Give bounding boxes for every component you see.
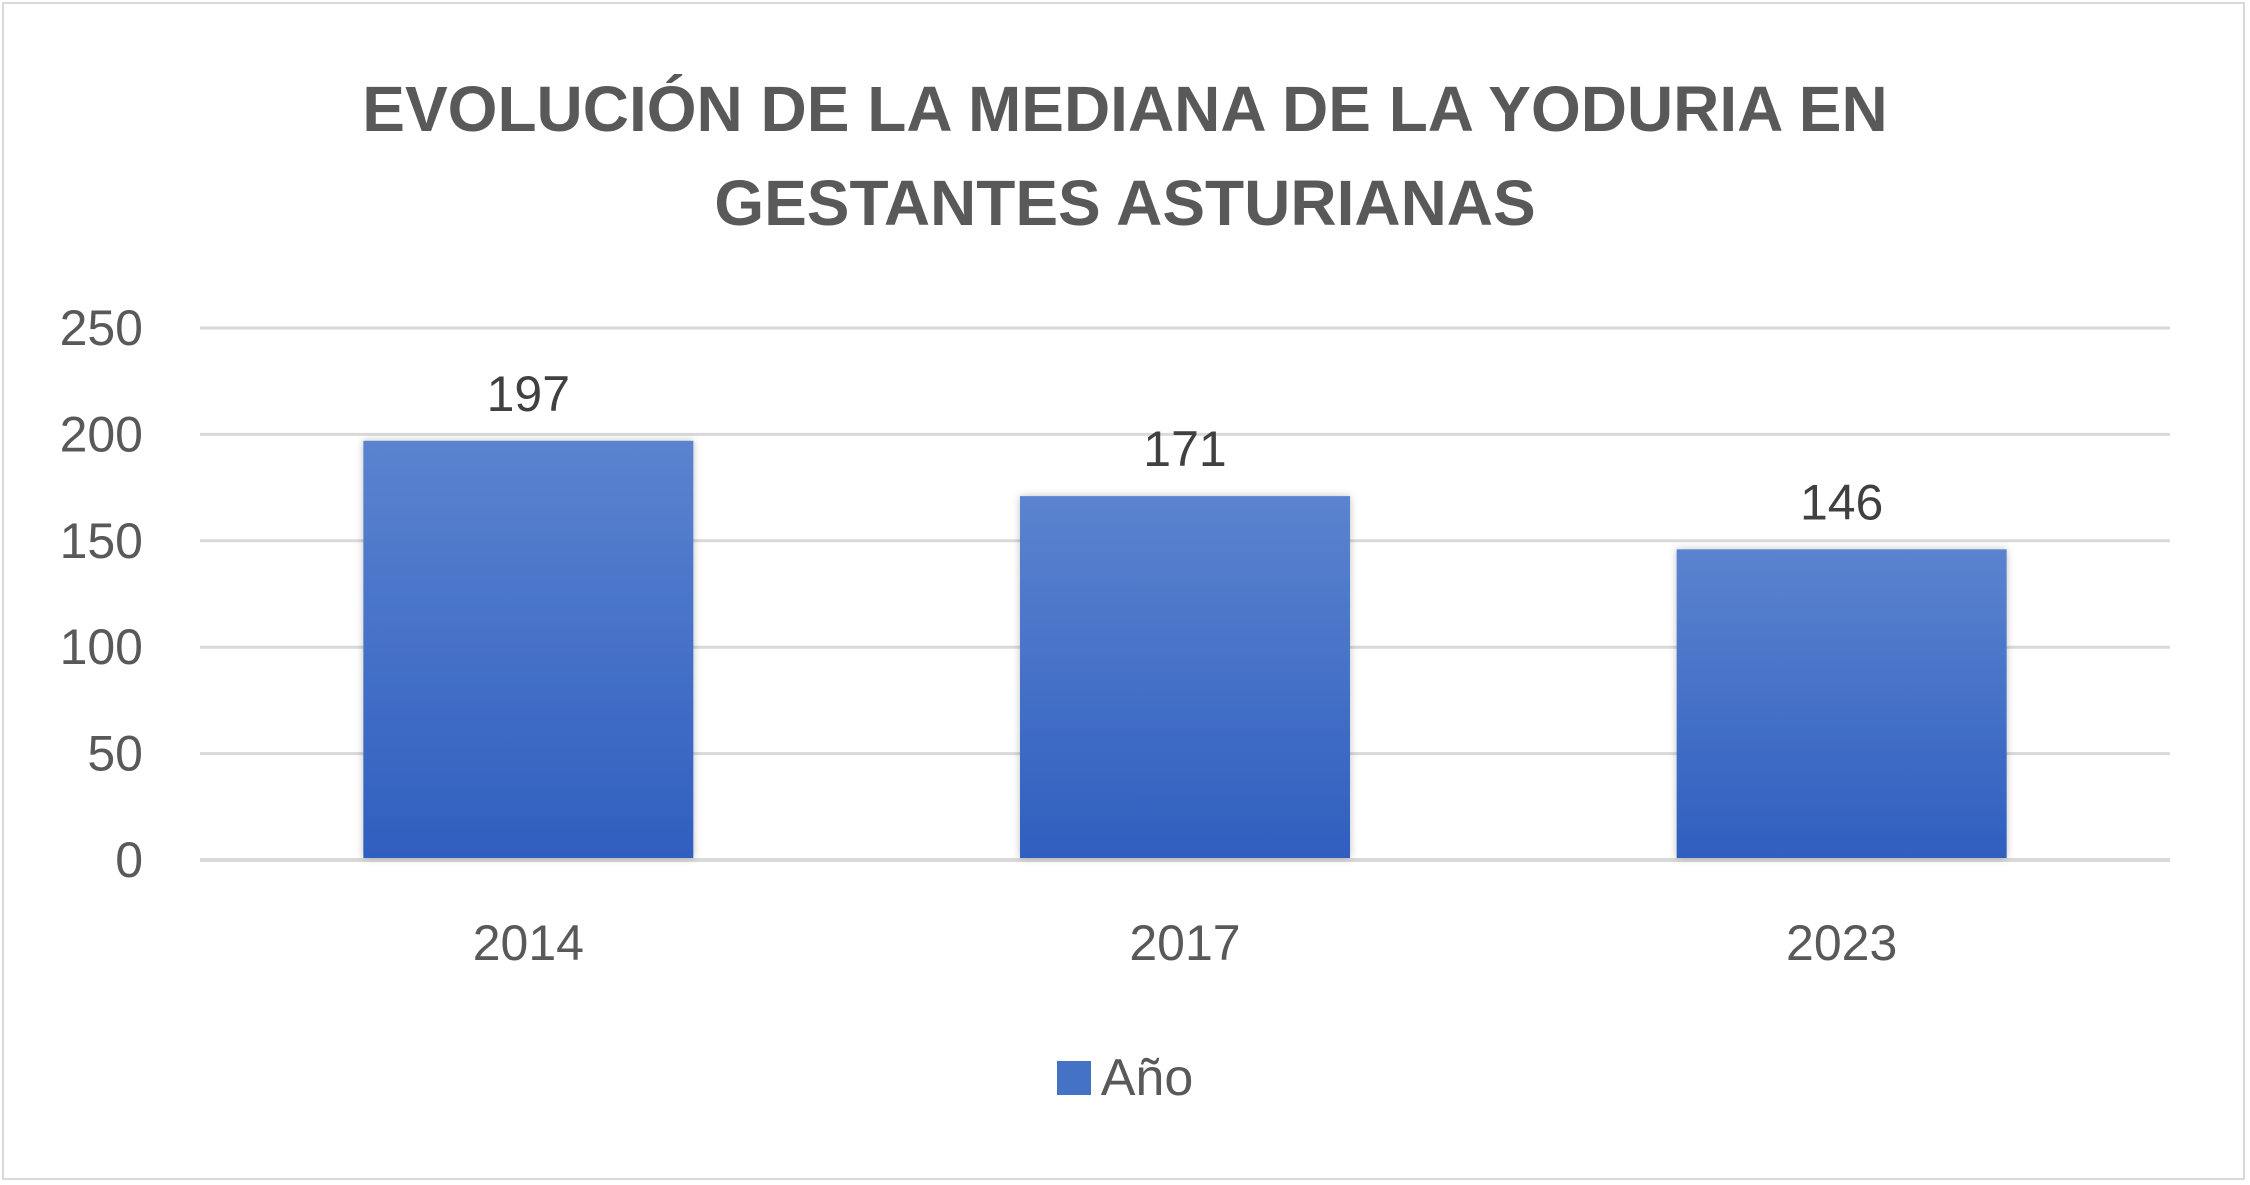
x-tick-label-2017: 2017 bbox=[1129, 915, 1240, 971]
y-tick-label-0: 0 bbox=[115, 832, 143, 888]
y-tick-label-150: 150 bbox=[60, 513, 143, 569]
y-tick-label-250: 250 bbox=[60, 300, 143, 356]
bar-2014 bbox=[363, 440, 694, 858]
legend: Año bbox=[0, 1048, 2250, 1108]
bars bbox=[363, 440, 2007, 858]
bar-chart-plot: 0 50 100 150 200 250 197 171 146 2014 2017 2023 bbox=[60, 300, 2170, 971]
bar-2023 bbox=[1676, 549, 2007, 858]
x-tick-label-2023: 2023 bbox=[1786, 915, 1897, 971]
legend-swatch-ano bbox=[1056, 1061, 1091, 1095]
data-label-2014: 197 bbox=[487, 366, 570, 422]
y-axis-ticks: 0 50 100 150 200 250 bbox=[60, 300, 143, 888]
legend-label-ano: Año bbox=[1100, 1049, 1194, 1107]
y-tick-label-100: 100 bbox=[60, 619, 143, 675]
data-labels: 197 171 146 bbox=[487, 366, 1884, 531]
chart-title: EVOLUCIÓN DE LA MEDIANA DE LA YODURIA EN… bbox=[200, 62, 2050, 250]
chart-title-line-1: EVOLUCIÓN DE LA MEDIANA DE LA YODURIA EN bbox=[362, 73, 1888, 145]
y-tick-label-200: 200 bbox=[60, 406, 143, 462]
chart-title-line-2: GESTANTES ASTURIANAS bbox=[714, 167, 1536, 239]
bar-2017 bbox=[1020, 496, 1350, 858]
x-tick-label-2014: 2014 bbox=[473, 915, 584, 971]
data-label-2017: 171 bbox=[1143, 421, 1226, 477]
x-axis-ticks: 2014 2017 2023 bbox=[473, 915, 1898, 971]
y-tick-label-50: 50 bbox=[87, 726, 143, 782]
data-label-2023: 146 bbox=[1800, 474, 1883, 530]
